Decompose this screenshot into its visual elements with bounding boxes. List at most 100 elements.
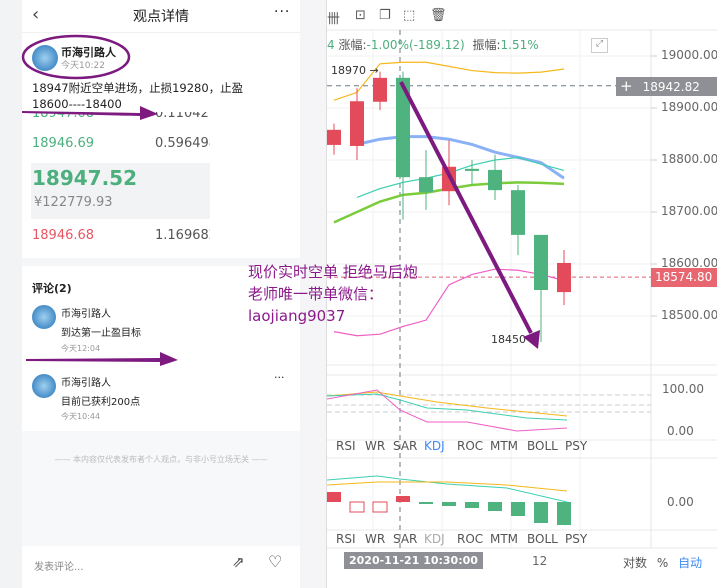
indicator-tab-kdj[interactable]: KDJ xyxy=(424,532,445,546)
indicator-tab-wr[interactable]: WR xyxy=(365,439,386,453)
indicator-tab-mtm[interactable]: MTM xyxy=(490,532,519,546)
candle-body xyxy=(488,169,502,191)
post-time: 今天10:22 xyxy=(61,61,105,71)
macd-bar xyxy=(465,502,479,508)
time-label: 2020-11-21 10:30:00 xyxy=(344,552,483,569)
candle-body xyxy=(557,262,571,293)
last-price: 18947.52 xyxy=(32,166,138,190)
indicator-tab-wr[interactable]: WR xyxy=(365,532,386,546)
kdj-j xyxy=(327,389,568,432)
current-price: 18574.80 xyxy=(651,268,717,287)
bid-amount: 1.169682 xyxy=(155,228,210,243)
candle-body xyxy=(465,168,479,171)
avatar[interactable] xyxy=(32,45,58,71)
candle-body xyxy=(419,177,433,193)
kline-chart[interactable]: 4 涨幅:-1.00%(-189.12) 振幅:1.51% ⤢ 18970 → … xyxy=(326,0,717,588)
ask-price: 18946.69 xyxy=(32,136,95,151)
price-tick: 18900.00 xyxy=(661,100,717,114)
macd-bar xyxy=(534,502,548,523)
indicator-tab-psy[interactable]: PSY xyxy=(565,439,588,453)
avatar[interactable] xyxy=(32,305,56,329)
macd-bar xyxy=(396,496,410,502)
comment-input[interactable]: 发表评论... xyxy=(34,562,84,573)
crosshair-price: +18942.82 xyxy=(616,77,717,96)
comment-text: 目前已获利200点 xyxy=(61,397,141,408)
share-icon[interactable]: ⇗ xyxy=(232,553,245,571)
trash-icon[interactable]: 🗑 xyxy=(430,8,447,23)
percent-toggle[interactable]: % xyxy=(656,556,669,570)
ask-price: 18947.08 xyxy=(32,112,95,121)
high-label: 18970 → xyxy=(331,64,379,77)
macd-bar xyxy=(349,501,365,513)
ma-teal xyxy=(356,156,565,199)
macd-dea xyxy=(327,481,568,492)
ask-amount: 0.596498 xyxy=(155,136,210,151)
ind1-tick: 100.00 xyxy=(662,382,704,396)
low-label: 18450 → xyxy=(491,333,539,346)
copy-icon[interactable]: ❐ xyxy=(379,8,391,23)
more-icon[interactable]: ··· xyxy=(274,4,291,20)
comment-time: 今天12:04 xyxy=(61,344,101,353)
disclaimer: —— 本内容仅代表发布者个人观点，与非小号立场无关 —— xyxy=(54,455,268,464)
last-price-cny: ¥122779.93 xyxy=(34,195,113,210)
info-line: 4 涨幅:-1.00%(-189.12) 振幅:1.51% xyxy=(327,38,539,52)
back-icon[interactable]: ‹ xyxy=(32,4,40,25)
macd-bar xyxy=(419,502,433,504)
indicator-tab-roc[interactable]: ROC xyxy=(457,532,484,546)
time-tick: 12 xyxy=(532,554,548,568)
macd-bar xyxy=(442,502,456,506)
comment-text: 到达第一止盈目标 xyxy=(61,328,141,339)
bid-price: 18946.68 xyxy=(32,228,95,243)
candle-body xyxy=(511,190,525,235)
kdj-d xyxy=(327,393,568,421)
indicator-tab-roc[interactable]: ROC xyxy=(457,439,484,453)
comments-title: 评论(2) xyxy=(32,282,72,295)
draw-icon[interactable]: ⬚ xyxy=(403,8,416,23)
overlay-line3: laojiang9037 xyxy=(248,307,346,325)
post-content-1: 18947附近空单进场，止损19280，止盈 xyxy=(32,81,244,95)
avatar[interactable] xyxy=(32,374,56,398)
indicator-tab-rsi[interactable]: RSI xyxy=(336,532,356,546)
macd-bar xyxy=(511,502,525,516)
indicator-tab-boll[interactable]: BOLL xyxy=(527,532,558,546)
indicator-tab-sar[interactable]: SAR xyxy=(393,439,418,453)
indicator-tab-psy[interactable]: PSY xyxy=(565,532,588,546)
boll-mid xyxy=(356,135,565,180)
ind2-tick: 0.00 xyxy=(667,495,694,509)
comment-more-icon[interactable]: ··· xyxy=(274,371,285,384)
auto-toggle[interactable]: 自动 xyxy=(678,556,703,570)
log-toggle[interactable]: 对数 xyxy=(623,556,648,570)
comment-author[interactable]: 币海引路人 xyxy=(61,378,111,389)
macd-dif xyxy=(327,475,568,503)
heart-icon[interactable]: ♡ xyxy=(268,552,283,571)
candle-body xyxy=(534,234,548,290)
indicator-tab-rsi[interactable]: RSI xyxy=(336,439,356,453)
boll-upper xyxy=(333,61,565,101)
lock-icon[interactable]: ⊡ xyxy=(355,8,366,23)
overlay-line2: 老师唯一带单微信： xyxy=(248,285,384,303)
post-detail-panel: ‹ 观点详情 ··· 币海引路人 今天10:22 18947附近空单进场，止损1… xyxy=(22,0,300,588)
indicator-tab-sar[interactable]: SAR xyxy=(393,532,418,546)
macd-bar xyxy=(488,502,502,511)
price-tick: 18800.00 xyxy=(661,152,717,166)
indicator-tab-boll[interactable]: BOLL xyxy=(527,439,558,453)
candle-body xyxy=(396,77,410,178)
ask-amount: 0.11042 xyxy=(155,112,209,121)
price-tick: 18600.00 xyxy=(661,256,717,270)
macd-bar xyxy=(372,501,388,513)
price-tick: 18700.00 xyxy=(661,204,717,218)
indicator-tab-kdj[interactable]: KDJ xyxy=(424,439,445,453)
comment-time: 今天10:44 xyxy=(61,412,101,421)
kdj-k xyxy=(327,391,568,417)
candles-icon[interactable]: 卌 xyxy=(327,12,341,27)
price-tick: 18500.00 xyxy=(661,308,717,322)
post-content-2: 18600----18400 xyxy=(32,97,122,111)
macd-bar xyxy=(327,492,341,502)
candle-body xyxy=(350,101,364,146)
candle-body xyxy=(327,129,341,145)
ind1-tick: 0.00 xyxy=(667,424,694,438)
fullscreen-icon[interactable]: ⤢ xyxy=(591,38,608,53)
price-tick: 19000.00 xyxy=(661,48,717,62)
comment-author[interactable]: 币海引路人 xyxy=(61,309,111,320)
indicator-tab-mtm[interactable]: MTM xyxy=(490,439,519,453)
